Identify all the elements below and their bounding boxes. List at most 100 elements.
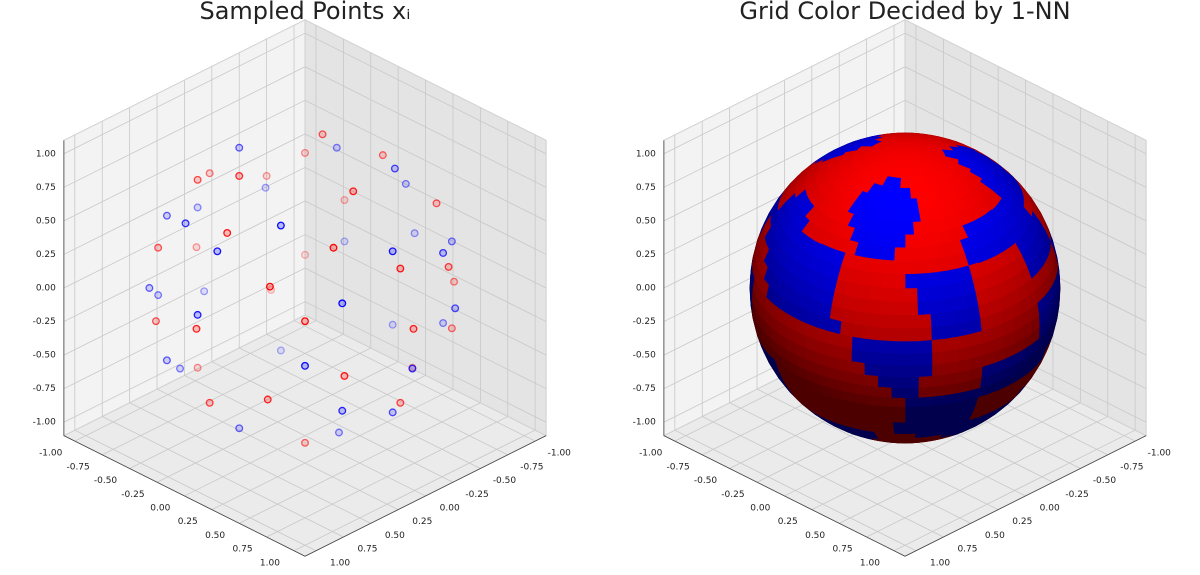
point (329, 243, 338, 252)
surface-patch (944, 336, 959, 352)
surface-patch (853, 310, 868, 326)
z-tick-label: -0.75 (33, 384, 56, 394)
point (235, 172, 244, 180)
z-tick-label: -1.00 (33, 418, 57, 428)
point (447, 237, 456, 246)
point (388, 247, 397, 256)
axis-line (904, 435, 1147, 557)
grid-line (674, 429, 917, 552)
grid-line (63, 167, 306, 289)
surface-patch (893, 427, 906, 435)
z-tick-label: 0.50 (36, 216, 56, 226)
y-tick-label: 0.25 (1012, 517, 1032, 527)
y-tick-label: -0.50 (493, 476, 517, 486)
axis-line (304, 435, 547, 557)
point (213, 247, 222, 256)
point (340, 237, 349, 246)
z-tick-label: 0.50 (636, 216, 656, 226)
point (205, 398, 214, 407)
point (192, 243, 201, 252)
point (388, 320, 397, 329)
surface-patch (904, 414, 918, 423)
surface-patch (877, 375, 893, 388)
surface-patch (864, 338, 879, 353)
surface-patch (918, 363, 933, 377)
surface-patch (866, 298, 881, 315)
point (432, 199, 441, 208)
grid-line (304, 32, 547, 155)
x-tick-label: 0.50 (205, 531, 225, 541)
x-tick-label: -1.00 (639, 449, 663, 459)
point (261, 183, 270, 192)
x-tick-label: -1.00 (39, 449, 63, 459)
grid-line (904, 66, 1147, 188)
point (439, 248, 448, 257)
x-tick-label: 0.75 (833, 545, 853, 555)
point (444, 262, 453, 271)
point (401, 179, 410, 188)
y-tick-label: -1.00 (1148, 449, 1172, 459)
surface-patch (891, 364, 906, 378)
surface-patch (864, 362, 879, 377)
surface-patch (887, 221, 898, 236)
surface-patch (916, 413, 930, 423)
z-tick-label: -0.50 (33, 351, 57, 361)
surface-patch (895, 234, 906, 249)
point (192, 324, 201, 333)
y-tick-label: -0.75 (1120, 462, 1143, 472)
y-tick-label: 0.00 (1040, 503, 1060, 513)
surface-patch (904, 221, 915, 236)
surface-patch (942, 310, 957, 326)
point (235, 143, 244, 152)
surface-patch (864, 373, 879, 387)
surface-patch (913, 233, 925, 249)
grid-line (266, 333, 508, 456)
grid-line (304, 267, 547, 390)
surface-patch (939, 283, 954, 300)
grid-line (304, 66, 547, 188)
point (332, 143, 341, 152)
surface-patch (882, 259, 896, 275)
x-tick-label: 0.25 (178, 517, 198, 527)
surface-patch (899, 177, 906, 189)
surface-patch (916, 405, 931, 416)
point (318, 130, 327, 139)
surface-patch (904, 187, 912, 200)
x-tick-label: 0.00 (150, 503, 170, 513)
surface-patch (918, 351, 933, 366)
surface-patch (926, 271, 941, 288)
surface-patch (851, 348, 866, 364)
x-tick-label: -0.75 (66, 462, 89, 472)
point (338, 299, 347, 308)
surface-patch (891, 352, 906, 366)
surface-patch (904, 364, 919, 378)
x-tick-label: -0.50 (94, 476, 118, 486)
point (276, 346, 285, 355)
grid-line (304, 99, 547, 222)
surface-patch (871, 258, 885, 274)
surface-patch (917, 339, 933, 354)
surface-patch (929, 312, 945, 328)
surface-patch (904, 327, 919, 342)
surface-patch (891, 406, 906, 416)
grid-line (304, 301, 547, 423)
point (396, 398, 405, 407)
x-tick-label: 1.00 (260, 558, 280, 568)
z-tick-label: 0.75 (36, 183, 56, 193)
point (388, 408, 397, 417)
x-tick-label: -0.25 (121, 490, 144, 500)
point (193, 363, 202, 372)
point (154, 291, 163, 300)
surface-patch (930, 325, 945, 341)
point (193, 203, 202, 212)
surface-patch (931, 362, 946, 377)
surface-patch (917, 396, 932, 407)
surface-patch (940, 296, 956, 313)
z-tick-label: -0.50 (633, 351, 657, 361)
surface-patch (877, 339, 893, 354)
grid-line (63, 234, 306, 356)
surface-patch (904, 433, 916, 439)
z-tick-label: -0.25 (633, 317, 656, 327)
surface-patch (878, 326, 893, 342)
surface-patch (925, 258, 939, 274)
